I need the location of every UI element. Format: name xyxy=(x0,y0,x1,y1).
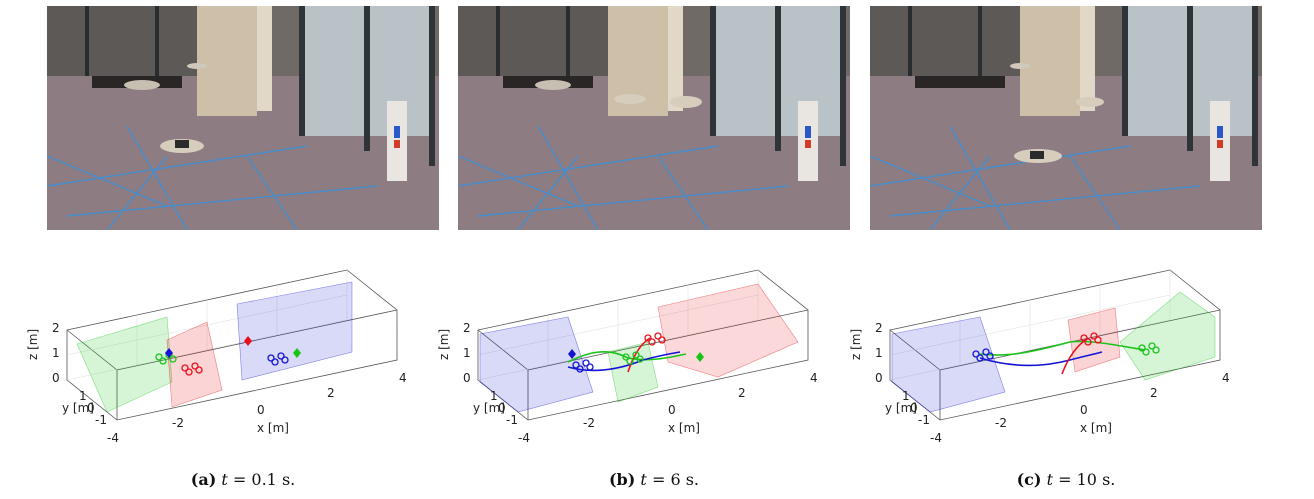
svg-text:-4: -4 xyxy=(930,431,942,445)
svg-text:0: 0 xyxy=(498,401,506,415)
svg-text:-4: -4 xyxy=(518,431,530,445)
svg-text:0: 0 xyxy=(257,403,265,417)
svg-text:4: 4 xyxy=(399,371,407,385)
svg-text:x [m]: x [m] xyxy=(1080,421,1112,435)
svg-text:-1: -1 xyxy=(506,413,518,427)
svg-text:4: 4 xyxy=(1222,371,1230,385)
photo-a xyxy=(47,6,439,230)
svg-text:1: 1 xyxy=(902,389,910,403)
svg-text:0: 0 xyxy=(1080,403,1088,417)
svg-text:0: 0 xyxy=(875,371,883,385)
svg-text:y [m]: y [m] xyxy=(473,401,505,415)
svg-text:1: 1 xyxy=(52,346,60,360)
svg-text:1: 1 xyxy=(79,389,87,403)
svg-text:0: 0 xyxy=(668,403,676,417)
svg-text:2: 2 xyxy=(738,386,746,400)
caption-b: (b) t = 6 s. xyxy=(608,470,700,489)
plot-b: 2 1 0 z [m] 1 0 -1 y [m] -4 -2 0 2 4 x [… xyxy=(418,262,858,462)
svg-text:1: 1 xyxy=(490,389,498,403)
svg-text:-4: -4 xyxy=(107,431,119,445)
svg-text:0: 0 xyxy=(463,371,471,385)
svg-text:2: 2 xyxy=(875,321,883,335)
svg-text:2: 2 xyxy=(463,321,471,335)
svg-text:-2: -2 xyxy=(995,416,1007,430)
svg-text:0: 0 xyxy=(910,401,918,415)
svg-text:z [m]: z [m] xyxy=(437,329,451,360)
svg-text:2: 2 xyxy=(1150,386,1158,400)
photo-b xyxy=(458,6,850,230)
svg-text:2: 2 xyxy=(327,386,335,400)
svg-text:z [m]: z [m] xyxy=(849,329,863,360)
caption-c: (c) t = 10 s. xyxy=(1016,470,1116,489)
svg-text:x [m]: x [m] xyxy=(668,421,700,435)
svg-text:1: 1 xyxy=(875,346,883,360)
svg-text:-1: -1 xyxy=(95,413,107,427)
svg-text:z [m]: z [m] xyxy=(26,329,40,360)
panel-c: 2 1 0 z [m] 1 0 -1 y [m] -4 -2 0 2 4 x [… xyxy=(849,0,1262,499)
svg-text:y [m]: y [m] xyxy=(885,401,917,415)
svg-text:2: 2 xyxy=(52,321,60,335)
plot-a: 2 1 0 z [m] 1 0 -1 y [m] -4 -2 0 2 4 x [… xyxy=(7,262,447,462)
panel-a: 2 1 0 z [m] 1 0 -1 y [m] -4 -2 0 2 4 x [… xyxy=(26,0,439,499)
svg-text:0: 0 xyxy=(52,371,60,385)
svg-text:-2: -2 xyxy=(172,416,184,430)
panel-b: 2 1 0 z [m] 1 0 -1 y [m] -4 -2 0 2 4 x [… xyxy=(437,0,850,499)
svg-text:y [m]: y [m] xyxy=(62,401,94,415)
svg-text:0: 0 xyxy=(87,401,95,415)
caption-a: (a) t = 0.1 s. xyxy=(190,470,296,489)
svg-text:4: 4 xyxy=(810,371,818,385)
plot-c: 2 1 0 z [m] 1 0 -1 y [m] -4 -2 0 2 4 x [… xyxy=(830,262,1270,462)
svg-text:x [m]: x [m] xyxy=(257,421,289,435)
svg-text:1: 1 xyxy=(463,346,471,360)
photo-c xyxy=(870,6,1262,230)
svg-text:-1: -1 xyxy=(918,413,930,427)
svg-text:-2: -2 xyxy=(583,416,595,430)
